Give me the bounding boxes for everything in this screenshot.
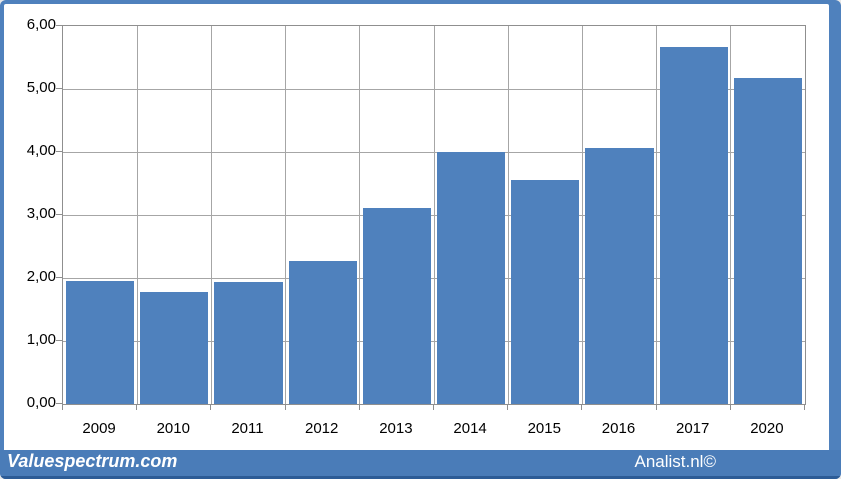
y-axis-tick-mark	[56, 340, 62, 341]
v-gridline	[285, 26, 287, 404]
x-axis-tick-mark	[210, 405, 212, 410]
y-axis-tick-label: 6,00	[26, 16, 56, 33]
x-axis-tick-label: 2010	[156, 420, 190, 437]
bar-2010	[140, 291, 209, 404]
bar-2016	[585, 148, 654, 404]
y-axis-tick-label: 3,00	[26, 205, 56, 222]
bar-2009	[66, 281, 135, 404]
footer-bar: Valuespectrum.com Analist.nl©	[0, 450, 841, 479]
v-gridline	[581, 26, 583, 404]
y-axis-tick-mark	[56, 277, 62, 278]
v-gridline	[507, 26, 509, 404]
bar-2012	[288, 261, 357, 404]
y-axis-tick-mark	[56, 88, 62, 89]
y-axis-tick-mark	[56, 25, 62, 26]
y-axis-tick-label: 4,00	[26, 142, 56, 159]
x-axis-tick-label: 2020	[750, 420, 784, 437]
x-axis-tick-mark	[433, 405, 434, 410]
x-axis: 2009 2010 2011 2012 2013 2014 2015 2016 2017 2020	[62, 416, 806, 444]
x-axis-tick-mark	[136, 405, 138, 410]
bar-2014	[437, 152, 506, 404]
x-axis-tick-mark	[655, 405, 657, 410]
v-gridline	[433, 26, 435, 404]
x-axis-tick-label: 2013	[379, 420, 413, 437]
v-gridline	[210, 26, 212, 404]
plot-area	[62, 25, 806, 405]
bar-2015	[511, 179, 580, 404]
x-axis-tick-mark	[358, 405, 360, 410]
bar-2020	[733, 78, 802, 404]
v-gridline	[136, 26, 138, 404]
valuespectrum-brand-text: Valuespectrum.com	[7, 451, 178, 471]
chart-card: 6,00 5,00 4,00 3,00 2,00 1,00 0,00 2009 2010 201…	[4, 4, 829, 453]
x-axis-tick-mark	[284, 405, 286, 410]
x-axis-tick-mark	[804, 405, 805, 410]
x-axis-tick-label: 2011	[231, 420, 264, 437]
x-axis-tick-mark	[729, 405, 731, 410]
bar-2013	[362, 208, 431, 404]
y-axis-tick-label: 2,00	[26, 268, 56, 285]
v-gridline	[656, 26, 658, 404]
x-axis-tick-mark	[581, 405, 583, 410]
bar-2017	[659, 46, 728, 404]
bar-2011	[214, 282, 283, 404]
x-axis-tick-mark	[507, 405, 509, 410]
v-gridline	[359, 26, 361, 404]
x-axis-tick-label: 2017	[676, 420, 710, 437]
analist-credit-text: Analist.nl©	[634, 452, 716, 471]
x-axis-tick-label: 2016	[601, 420, 636, 437]
x-axis-tick-mark	[62, 405, 63, 410]
x-axis-tick-label: 2009	[82, 420, 116, 437]
v-gridline	[730, 26, 732, 404]
x-axis-tick-label: 2015	[527, 420, 561, 437]
x-axis-tick-label: 2014	[453, 420, 487, 437]
y-axis-tick-label: 5,00	[26, 79, 56, 96]
x-axis-tick-label: 2012	[305, 420, 339, 437]
y-axis: 6,00 5,00 4,00 3,00 2,00 1,00 0,00	[4, 4, 56, 453]
y-axis-tick-label: 1,00	[26, 331, 56, 348]
y-axis-tick-mark	[56, 214, 62, 215]
y-axis-tick-mark	[56, 403, 62, 404]
y-axis-tick-mark	[56, 151, 62, 152]
y-axis-tick-label: 0,00	[26, 394, 56, 411]
